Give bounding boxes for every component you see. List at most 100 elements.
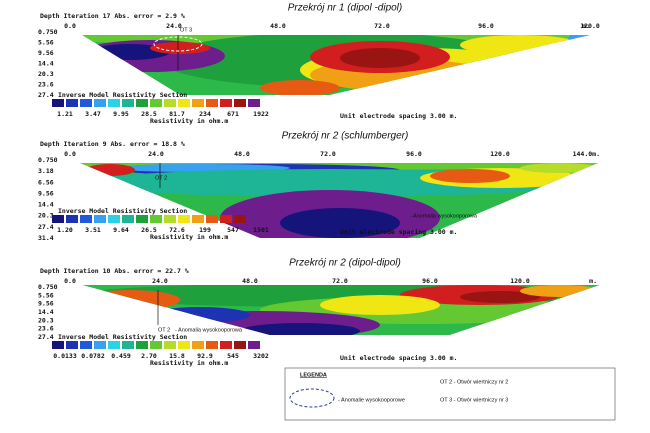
x-label: 0.0 — [64, 150, 76, 158]
section-title: Przekrój nr 1 (dipol -dipol) — [288, 3, 403, 14]
scale-swatch — [150, 99, 162, 107]
scale-label: 547 — [227, 226, 239, 234]
legend-title: LEGENDA — [300, 372, 327, 378]
scale-label: 671 — [227, 110, 239, 118]
scale-swatch — [80, 99, 92, 107]
scale-swatch — [52, 341, 64, 349]
x-label: 48.0 — [234, 150, 250, 158]
scale-title: Inverse Model Resistivity Section — [58, 333, 187, 341]
resistivity-zone — [460, 291, 540, 303]
depth-label: 5.56 — [38, 39, 54, 47]
depth-label: 20.3 — [38, 70, 54, 78]
resistivity-zone — [430, 169, 510, 183]
section: Przekrój nr 2 (dipol-dipol) Depth Iterati… — [38, 258, 600, 367]
legend-box: LEGENDA - Anomalie wysokooporowe OT 2 - … — [284, 367, 616, 421]
resistivity-zone — [320, 295, 440, 315]
resistivity-zone — [260, 80, 340, 95]
pseudosection — [82, 35, 590, 95]
scale-swatch — [192, 341, 204, 349]
resistivity-zone — [520, 285, 600, 297]
scale-swatch — [220, 215, 232, 223]
pseudosection — [80, 163, 598, 238]
scale-swatch — [136, 215, 148, 223]
x-label: 24.0 — [148, 150, 164, 158]
scale-swatch — [150, 215, 162, 223]
depth-label: 6.56 — [38, 178, 54, 186]
scale-swatch — [52, 215, 64, 223]
depth-label: 23.6 — [38, 325, 54, 333]
x-label: 0.0 — [64, 277, 76, 285]
x-label: 120.0 — [510, 277, 530, 285]
scale-swatch — [220, 341, 232, 349]
depth-label: 27.4 — [38, 223, 54, 231]
scale-swatch — [108, 99, 120, 107]
depth-label: 23.6 — [38, 81, 54, 89]
scale-label: 1501 — [253, 226, 269, 234]
scale-label: 0.0133 — [53, 352, 77, 360]
scale-title: Inverse Model Resistivity Section — [58, 207, 187, 215]
x-label: 96.0 — [422, 277, 438, 285]
anomaly-outline — [153, 36, 203, 52]
annotation: - Anomalia wysokooporowa — [175, 327, 243, 333]
scale-swatch — [122, 341, 134, 349]
spacing: Unit electrode spacing 3.00 m. — [340, 112, 457, 120]
x-label: 0.0 — [64, 22, 76, 30]
x-label: 72.0 — [332, 277, 348, 285]
x-label: 96.0 — [406, 150, 422, 158]
scale-swatch — [248, 341, 260, 349]
scale-swatch — [164, 99, 176, 107]
scale-swatch — [108, 215, 120, 223]
scale-swatch — [234, 341, 246, 349]
scale-label: 92.9 — [197, 352, 213, 360]
resistivity-zone — [460, 35, 580, 55]
scale-swatch — [178, 215, 190, 223]
resistivity-zone — [82, 290, 180, 310]
x-label: 144.0m. — [573, 150, 600, 158]
scale-swatch — [94, 215, 106, 223]
depth-label: 0.750 — [38, 283, 58, 291]
scale-swatch — [136, 99, 148, 107]
section-header: Depth Iteration 9 Abs. error = 18.8 % — [40, 140, 185, 148]
scale-swatch — [94, 99, 106, 107]
x-label: 24.0 — [166, 22, 182, 30]
scale-swatch — [234, 99, 246, 107]
scale-swatch — [108, 341, 120, 349]
scale-swatch — [248, 99, 260, 107]
depth-label: 3.18 — [38, 167, 54, 175]
scale-swatch — [164, 215, 176, 223]
scale-swatch — [206, 215, 218, 223]
annotation: - Anomalia wysokooporowa — [410, 213, 478, 219]
x-label: 48.0 — [270, 22, 286, 30]
depth-label: 14.4 — [38, 60, 54, 68]
scale-swatch — [122, 99, 134, 107]
section-title: Przekrój nr 2 (dipol-dipol) — [289, 258, 401, 269]
depth-label: 0.750 — [38, 156, 58, 164]
scale-swatch — [178, 341, 190, 349]
scale-label: 1.21 — [57, 110, 73, 118]
x-label: m. — [589, 277, 597, 285]
depth-label: 9.56 — [38, 189, 54, 197]
depth-label: 31.4 — [38, 234, 54, 242]
resistivity-zone — [340, 48, 420, 68]
scale-swatch — [80, 215, 92, 223]
scale-label: 3.47 — [85, 110, 101, 118]
x-label: 96.0 — [478, 22, 494, 30]
x-label: m. — [582, 22, 590, 30]
scale-label: 0.0782 — [81, 352, 105, 360]
scale-label: 9.64 — [113, 226, 129, 234]
scale-swatch — [234, 215, 246, 223]
annotation: OT 2 — [155, 175, 167, 181]
x-label: 48.0 — [242, 277, 258, 285]
scale-label: 545 — [227, 352, 239, 360]
scale-label: 3202 — [253, 352, 269, 360]
x-label: 120.0 — [580, 22, 600, 30]
depth-label: 0.750 — [38, 28, 58, 36]
x-label: 24.0 — [152, 277, 168, 285]
legend-item: - Anomalie wysokooporowe — [338, 397, 405, 403]
x-label: 120.0 — [490, 150, 510, 158]
depth-label: 14.4 — [38, 308, 54, 316]
scale-label: 0.459 — [111, 352, 131, 360]
scale-label: 234 — [199, 110, 211, 118]
scale-label: 15.8 — [169, 352, 185, 360]
